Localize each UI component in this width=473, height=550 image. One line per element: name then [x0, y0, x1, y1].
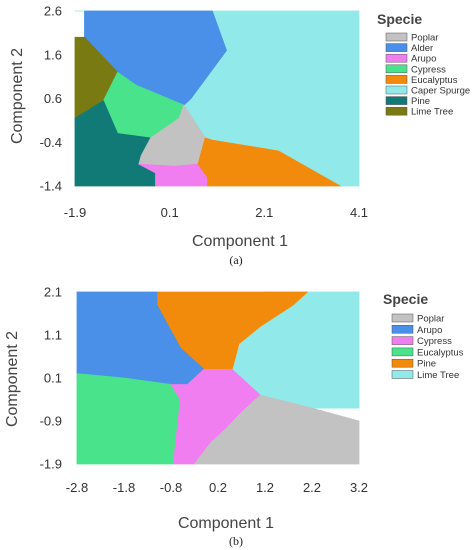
- legend-swatch: [385, 75, 408, 84]
- legend-label: Poplar: [411, 33, 438, 44]
- chart-a-legend-title: Specie: [377, 11, 422, 27]
- chart-a-caption: (a): [229, 253, 242, 267]
- chart-a-regions: [74, 10, 360, 187]
- y-tick-label: 2.6: [44, 4, 62, 19]
- x-tick-label: -0.8: [160, 480, 182, 495]
- legend-label: Poplar: [417, 314, 444, 325]
- x-tick-label: -1.9: [64, 205, 86, 220]
- x-tick-label: 4.1: [350, 205, 368, 220]
- x-tick-label: 3.2: [350, 480, 368, 495]
- y-tick-label: -1.9: [40, 457, 62, 472]
- x-tick-label: 1.2: [256, 480, 274, 495]
- chart-a-y-ticks: 2.6 1.6 0.6 -0.4 -1.4: [40, 4, 62, 194]
- legend-label: Arupo: [417, 325, 442, 336]
- chart-panel-b: -2.8 -1.8 -0.8 0.2 1.2 2.2 3.2 2.1 1.1 0.1 -0.9 -1…: [0, 280, 473, 550]
- legend-swatch: [385, 96, 408, 105]
- y-tick-label: 0.1: [44, 371, 62, 386]
- y-tick-label: -0.4: [40, 135, 62, 150]
- x-tick-label: 2.2: [303, 480, 321, 495]
- legend-label: Eucalyptus: [417, 347, 464, 358]
- legend-label: Pine: [417, 359, 436, 370]
- y-tick-label: -1.4: [40, 179, 62, 194]
- legend-swatch: [391, 370, 414, 379]
- legend-label: Arupo: [411, 54, 436, 65]
- legend-label: Caper Spurge: [411, 86, 470, 97]
- legend-swatch: [391, 347, 414, 357]
- legend-label: Lime Tree: [417, 370, 459, 381]
- legend-label: Alder: [411, 43, 433, 54]
- legend-swatch: [385, 32, 408, 42]
- chart-b-regions: [76, 291, 360, 465]
- chart-b-y-ticks: 2.1 1.1 0.1 -0.9 -1.9: [40, 285, 62, 472]
- region-eucalyptus: [197, 137, 342, 187]
- x-tick-label: 0.2: [209, 480, 227, 495]
- chart-b-svg: -2.8 -1.8 -0.8 0.2 1.2 2.2 3.2 2.1 1.1 0.1 -0.9 -1…: [4, 285, 464, 549]
- y-tick-label: 0.6: [44, 91, 62, 106]
- chart-a-y-axis-label: Component 2: [9, 48, 26, 144]
- y-tick-label: -0.9: [40, 414, 62, 429]
- legend-swatch: [391, 325, 414, 334]
- legend-label: Lime Tree: [411, 107, 453, 118]
- chart-panel-a: -1.9 0.1 2.1 4.1 2.6 1.6 0.6 -0.4 -1.4 Componen…: [0, 0, 473, 272]
- legend-swatch: [385, 43, 408, 52]
- x-tick-label: -2.8: [66, 480, 88, 495]
- chart-b-caption: (b): [229, 534, 243, 548]
- chart-a-svg: -1.9 0.1 2.1 4.1 2.6 1.6 0.6 -0.4 -1.4 Componen…: [9, 4, 470, 268]
- region-eucalyptus: [76, 373, 181, 465]
- chart-b-x-axis-label: Component 1: [178, 515, 274, 532]
- region-poplar: [193, 394, 360, 465]
- legend-swatch: [391, 358, 414, 368]
- chart-b-y-axis-label: Component 2: [4, 331, 21, 427]
- chart-b-x-ticks: -2.8 -1.8 -0.8 0.2 1.2 2.2 3.2: [66, 480, 368, 495]
- chart-a-x-axis-label: Component 1: [192, 233, 288, 250]
- legend-swatch: [385, 85, 408, 95]
- x-tick-label: 2.1: [255, 205, 273, 220]
- legend-swatch: [391, 336, 414, 345]
- legend-swatch: [391, 313, 414, 323]
- y-tick-label: 1.1: [44, 328, 62, 343]
- legend-label: Cypress: [417, 336, 452, 347]
- legend-label: Eucalyptus: [411, 75, 458, 86]
- y-tick-label: 1.6: [44, 47, 62, 62]
- chart-b-legend-title: Specie: [383, 291, 428, 307]
- x-tick-label: 0.1: [161, 205, 179, 220]
- legend-label: Cypress: [411, 64, 446, 75]
- legend-swatch: [385, 64, 408, 74]
- y-tick-label: 2.1: [44, 285, 62, 300]
- chart-a-x-ticks: -1.9 0.1 2.1 4.1: [64, 205, 368, 220]
- legend-swatch: [385, 53, 408, 63]
- legend-swatch: [385, 106, 408, 116]
- x-tick-label: -1.8: [113, 480, 135, 495]
- legend-label: Pine: [411, 96, 430, 107]
